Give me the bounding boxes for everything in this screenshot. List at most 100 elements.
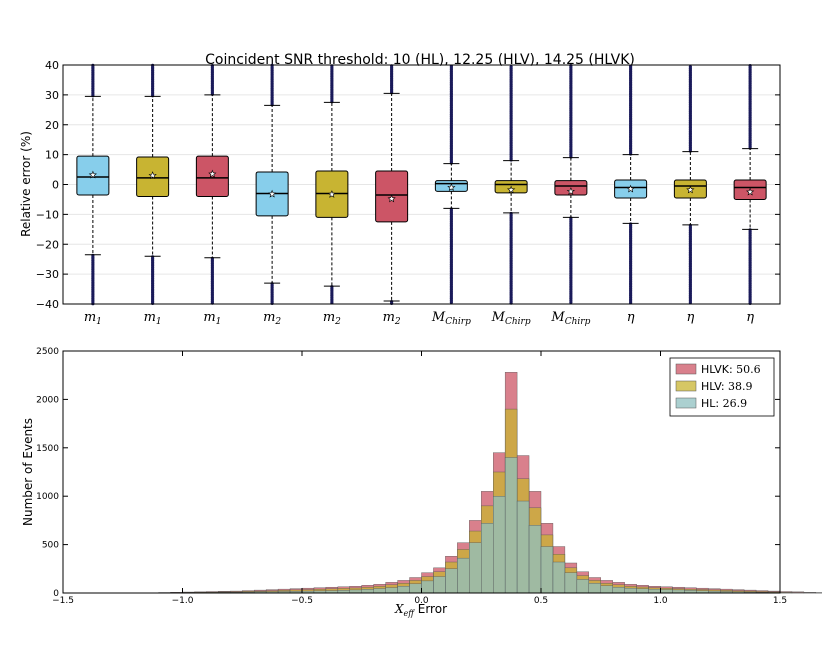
x-category-label: η: [627, 310, 635, 325]
category-subscript: 1: [216, 317, 222, 327]
histogram-bars: [122, 372, 822, 594]
outlier-point: [569, 300, 573, 304]
outlier-points: [91, 63, 95, 306]
x-category-label: m1: [84, 310, 102, 327]
x-tick-label: 1.5: [773, 596, 787, 606]
box-hl: [76, 63, 110, 306]
category-subscript: 1: [156, 317, 162, 327]
histogram-bar: [469, 542, 482, 594]
y-ticks: −40 −30 −20 −10 0 10 20 30 40: [36, 59, 780, 311]
box-hlv: [494, 65, 528, 305]
category-symbol: M: [431, 310, 446, 325]
y-tick-label: 10: [45, 149, 59, 162]
histogram-bar: [445, 568, 458, 594]
mean-marker: [88, 170, 97, 179]
x-category-label: m2: [323, 310, 341, 327]
legend-separator: :: [715, 397, 722, 410]
outlier-point: [748, 63, 752, 68]
box-hlvk: [733, 63, 767, 306]
x-category-label: m1: [144, 310, 162, 327]
category-subscript: Chirp: [565, 317, 591, 327]
y-tick-label: 20: [45, 119, 59, 132]
category-symbol: M: [491, 310, 506, 325]
histogram-bar: [636, 588, 649, 594]
category-subscript: 2: [274, 317, 281, 327]
category-subscript: 2: [394, 317, 401, 327]
x-category-label: MChirp: [550, 310, 590, 327]
legend-separator: :: [721, 380, 728, 393]
box-hlvk: [554, 63, 588, 304]
box-hl: [434, 64, 468, 304]
x-tick-label: 0.5: [534, 596, 548, 606]
outlier-point: [151, 301, 155, 306]
legend-swatch: [675, 397, 697, 409]
outlier-point: [210, 63, 214, 68]
histogram-bar: [457, 557, 470, 594]
histogram-bar: [516, 500, 530, 594]
category-symbol: η: [627, 310, 635, 325]
y-tick-label: 30: [45, 89, 59, 102]
x-category-label: m2: [263, 310, 281, 327]
legend-entry: HLV: 38.9: [701, 380, 753, 393]
boxes: [76, 63, 767, 306]
histogram-bar: [421, 580, 434, 594]
legend: HLVK: 50.6 HLV: 38.9 HL: 26.9: [669, 357, 775, 417]
y-tick-label: 2500: [36, 347, 59, 357]
x-category-label: MChirp: [491, 310, 531, 327]
histogram-bar: [624, 587, 637, 594]
outlier-points: [509, 65, 513, 305]
mean-marker: [387, 194, 396, 203]
x-category-label: η: [686, 310, 694, 325]
legend-value: 38.9: [728, 380, 753, 393]
box-hl: [614, 64, 648, 305]
histogram-bar: [493, 496, 506, 594]
category-subscript: Chirp: [445, 317, 471, 327]
outlier-points: [569, 63, 573, 304]
y-tick-label: 0: [52, 179, 59, 192]
category-symbol: η: [686, 310, 694, 325]
box-hlv: [315, 64, 349, 305]
legend-swatch: [675, 363, 697, 375]
histogram-bar: [576, 579, 589, 594]
mean-marker: [626, 184, 635, 193]
legend-entry: HL: 26.9: [701, 397, 747, 410]
grid: [63, 94, 780, 275]
histogram-bar: [373, 588, 386, 594]
outlier-point: [270, 301, 274, 306]
mean-marker: [566, 187, 576, 195]
x-category-label: m1: [203, 310, 221, 327]
histogram-panel: Number of Events 0 500 1000 1500 2000 2500 −1…: [21, 347, 822, 618]
mean-marker: [686, 185, 695, 194]
y-tick-label: −40: [36, 298, 59, 311]
category-subscript: 2: [334, 317, 341, 327]
histogram-bar: [528, 525, 542, 594]
box-hlv: [673, 65, 707, 305]
mean-marker: [208, 169, 217, 178]
x-tick-label: −1.5: [52, 596, 74, 606]
x-category-labels: m1 m1 m1 m2 m2 m2 MChirp MChirp MChirp η η η: [84, 310, 754, 327]
category-symbol: m: [323, 310, 335, 325]
histogram-bar: [385, 587, 398, 594]
histogram-bar: [600, 585, 613, 594]
y-tick-label: 1500: [36, 444, 59, 454]
histogram-bar: [361, 589, 374, 594]
box-hlv: [136, 63, 170, 306]
legend-value: 50.6: [736, 363, 761, 376]
histogram-bar: [588, 583, 601, 594]
y-ticks-histogram: 0 500 1000 1500 2000 2500: [36, 347, 780, 599]
histogram-bar: [540, 546, 554, 594]
y-tick-label: −10: [36, 208, 59, 221]
boxplot-panel: Coincident SNR threshold: 10 (HL), 12.25…: [19, 52, 781, 327]
iqr-box: [195, 155, 229, 197]
legend-swatch: [675, 380, 697, 392]
box-hlvk: [195, 63, 229, 305]
outlier-point: [748, 301, 752, 306]
legend-separator: :: [729, 363, 736, 376]
outlier-point: [569, 63, 573, 68]
y-tick-label: 2000: [36, 395, 59, 405]
legend-entry: HLVK: 50.6: [701, 363, 761, 376]
category-subscript: 1: [96, 317, 102, 327]
mean-marker: [148, 171, 157, 180]
mean-marker: [506, 185, 516, 194]
outlier-points: [629, 64, 633, 305]
